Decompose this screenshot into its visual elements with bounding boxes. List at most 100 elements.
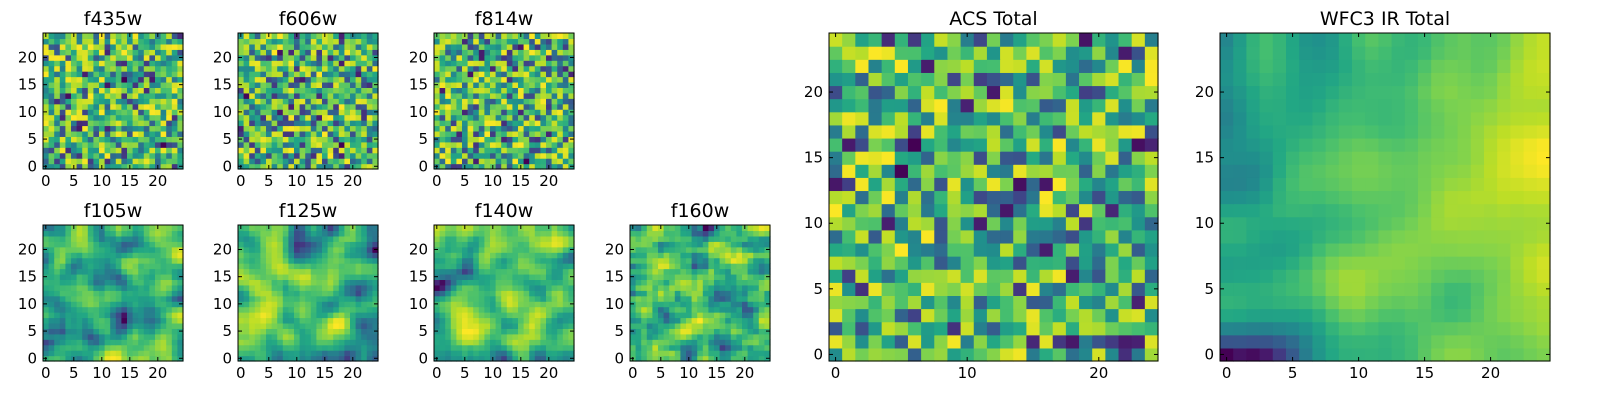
heatmap-cell — [127, 49, 134, 56]
heatmap-cell — [166, 60, 173, 67]
heatmap-cell — [529, 339, 536, 346]
heatmap-cell — [143, 328, 150, 335]
heatmap-cell — [155, 43, 162, 50]
heatmap-cell — [238, 71, 245, 78]
heatmap-cell — [316, 158, 323, 165]
heatmap-cell — [1092, 321, 1106, 336]
heatmap-cell — [132, 87, 139, 94]
heatmap-cell — [986, 203, 1001, 218]
heatmap-cell — [708, 317, 715, 324]
heatmap-cell — [947, 295, 962, 310]
heatmap-cell — [260, 306, 267, 313]
heatmap-cell — [947, 177, 962, 192]
heatmap-cell — [316, 120, 323, 127]
heatmap-cell — [327, 98, 334, 105]
heatmap-cell — [166, 273, 173, 280]
heatmap-cell — [630, 257, 637, 264]
heatmap-cell — [495, 92, 502, 99]
x-tick-label: 15 — [511, 172, 530, 190]
heatmap-cell — [523, 60, 530, 67]
heatmap-cell — [697, 322, 704, 329]
heatmap-cell — [149, 152, 156, 159]
heatmap-cell — [350, 87, 357, 94]
heatmap-cell — [355, 322, 362, 329]
heatmap-cell — [529, 295, 536, 302]
heatmap-cell — [76, 158, 83, 165]
heatmap-cell — [54, 290, 61, 297]
heatmap-cell — [697, 350, 704, 357]
heatmap-cell — [327, 306, 334, 313]
heatmap-cell — [271, 284, 278, 291]
heatmap-cell — [149, 225, 156, 232]
heatmap-cell — [484, 322, 491, 329]
heatmap-cell — [132, 241, 139, 248]
heatmap-cell — [266, 257, 273, 264]
heatmap-cell — [372, 317, 379, 324]
heatmap-cell — [529, 257, 536, 264]
heatmap-cell — [104, 312, 111, 319]
heatmap-cell — [171, 76, 178, 83]
heatmap-cell — [736, 279, 743, 286]
heatmap-cell — [87, 284, 94, 291]
heatmap-cell — [310, 49, 317, 56]
axes-frame — [42, 224, 184, 362]
heatmap-cell — [372, 103, 379, 110]
heatmap-cell — [551, 339, 558, 346]
heatmap-cell — [907, 334, 922, 349]
heatmap-cell — [243, 49, 250, 56]
heatmap-cell — [260, 344, 267, 351]
heatmap-cell — [121, 355, 128, 362]
heatmap-cell — [155, 328, 162, 335]
heatmap-cell — [76, 125, 83, 132]
heatmap-cell — [540, 252, 547, 259]
heatmap-cell — [478, 312, 485, 319]
heatmap-cell — [266, 301, 273, 308]
heatmap-cell — [110, 141, 117, 148]
heatmap-cell — [439, 120, 446, 127]
heatmap-cell — [495, 54, 502, 61]
heatmap-cell — [456, 43, 463, 50]
heatmap-cell — [506, 350, 513, 357]
heatmap-cell — [82, 158, 89, 165]
heatmap-cell — [960, 177, 975, 192]
heatmap-cell — [490, 301, 497, 308]
heatmap-cell — [635, 230, 642, 237]
heatmap-cell — [512, 235, 519, 242]
heatmap-cell — [155, 87, 162, 94]
heatmap-cell — [725, 284, 732, 291]
heatmap-cell — [462, 152, 469, 159]
heatmap-cell — [1144, 190, 1159, 205]
heatmap-cell — [658, 273, 665, 280]
heatmap-cell — [87, 120, 94, 127]
heatmap-cell — [973, 164, 988, 178]
heatmap-cell — [54, 147, 61, 154]
heatmap-cell — [316, 38, 323, 45]
heatmap-cell — [333, 301, 340, 308]
heatmap-cell — [294, 312, 301, 319]
heatmap-cell — [59, 317, 66, 324]
heatmap-cell — [59, 109, 66, 116]
heatmap-cell — [121, 147, 128, 154]
x-tick-label: 20 — [343, 172, 362, 190]
heatmap-cell — [271, 230, 278, 237]
heatmap-cell — [71, 350, 78, 357]
heatmap-cell — [254, 125, 261, 132]
heatmap-cell — [753, 322, 760, 329]
heatmap-cell — [445, 246, 452, 253]
heatmap-cell — [445, 87, 452, 94]
heatmap-cell — [366, 60, 373, 67]
heatmap-cell — [506, 306, 513, 313]
heatmap-cell — [484, 81, 491, 88]
heatmap-cell — [87, 54, 94, 61]
heatmap-cell — [697, 290, 704, 297]
heatmap-cell — [921, 282, 935, 296]
heatmap-cell — [333, 65, 340, 72]
heatmap-cell — [484, 130, 491, 137]
heatmap-cell — [310, 125, 317, 132]
heatmap-cell — [366, 152, 373, 159]
heatmap-cell — [277, 125, 284, 132]
heatmap-cell — [366, 163, 373, 170]
heatmap-cell — [104, 257, 111, 264]
heatmap-cell — [316, 71, 323, 78]
heatmap-cell — [708, 230, 715, 237]
